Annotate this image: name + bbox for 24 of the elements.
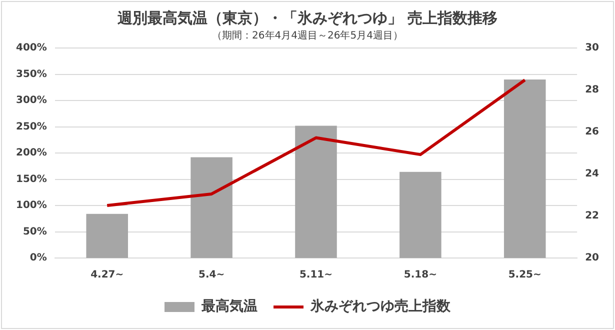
- x-tick-label: 5.25~: [508, 270, 542, 281]
- y2-tick-label: 26: [585, 126, 600, 138]
- chart-title: 週別最高気温（東京）・「氷みぞれつゆ」 売上指数推移: [116, 8, 498, 27]
- y2-tick-label: 24: [585, 168, 600, 180]
- y-tick-label: 50%: [22, 226, 47, 238]
- y2-tick-label: 30: [585, 42, 600, 54]
- y-tick-label: 0%: [30, 252, 47, 264]
- x-tick-label: 5.4~: [198, 270, 225, 281]
- legend-label: 氷みぞれつゆ売上指数: [310, 298, 452, 315]
- y-tick-label: 100%: [16, 200, 47, 212]
- y2-tick-label: 22: [585, 210, 600, 222]
- chart-subtitle: （期間：26年4月4週目～26年5月4週目）: [212, 30, 403, 42]
- x-tick-label: 4.27~: [90, 270, 124, 281]
- y-tick-label: 400%: [16, 42, 47, 54]
- y2-tick-label: 20: [585, 252, 600, 264]
- x-tick-label: 5.11~: [299, 270, 333, 281]
- x-tick-label: 5.18~: [404, 270, 437, 281]
- y-tick-label: 150%: [16, 174, 47, 185]
- y-tick-label: 300%: [16, 95, 47, 106]
- y-tick-label: 350%: [16, 68, 47, 80]
- y2-tick-label: 28: [585, 84, 600, 96]
- y-tick-label: 250%: [16, 121, 47, 132]
- y-tick-label: 200%: [16, 148, 47, 159]
- legend-label: 最高気温: [200, 298, 258, 315]
